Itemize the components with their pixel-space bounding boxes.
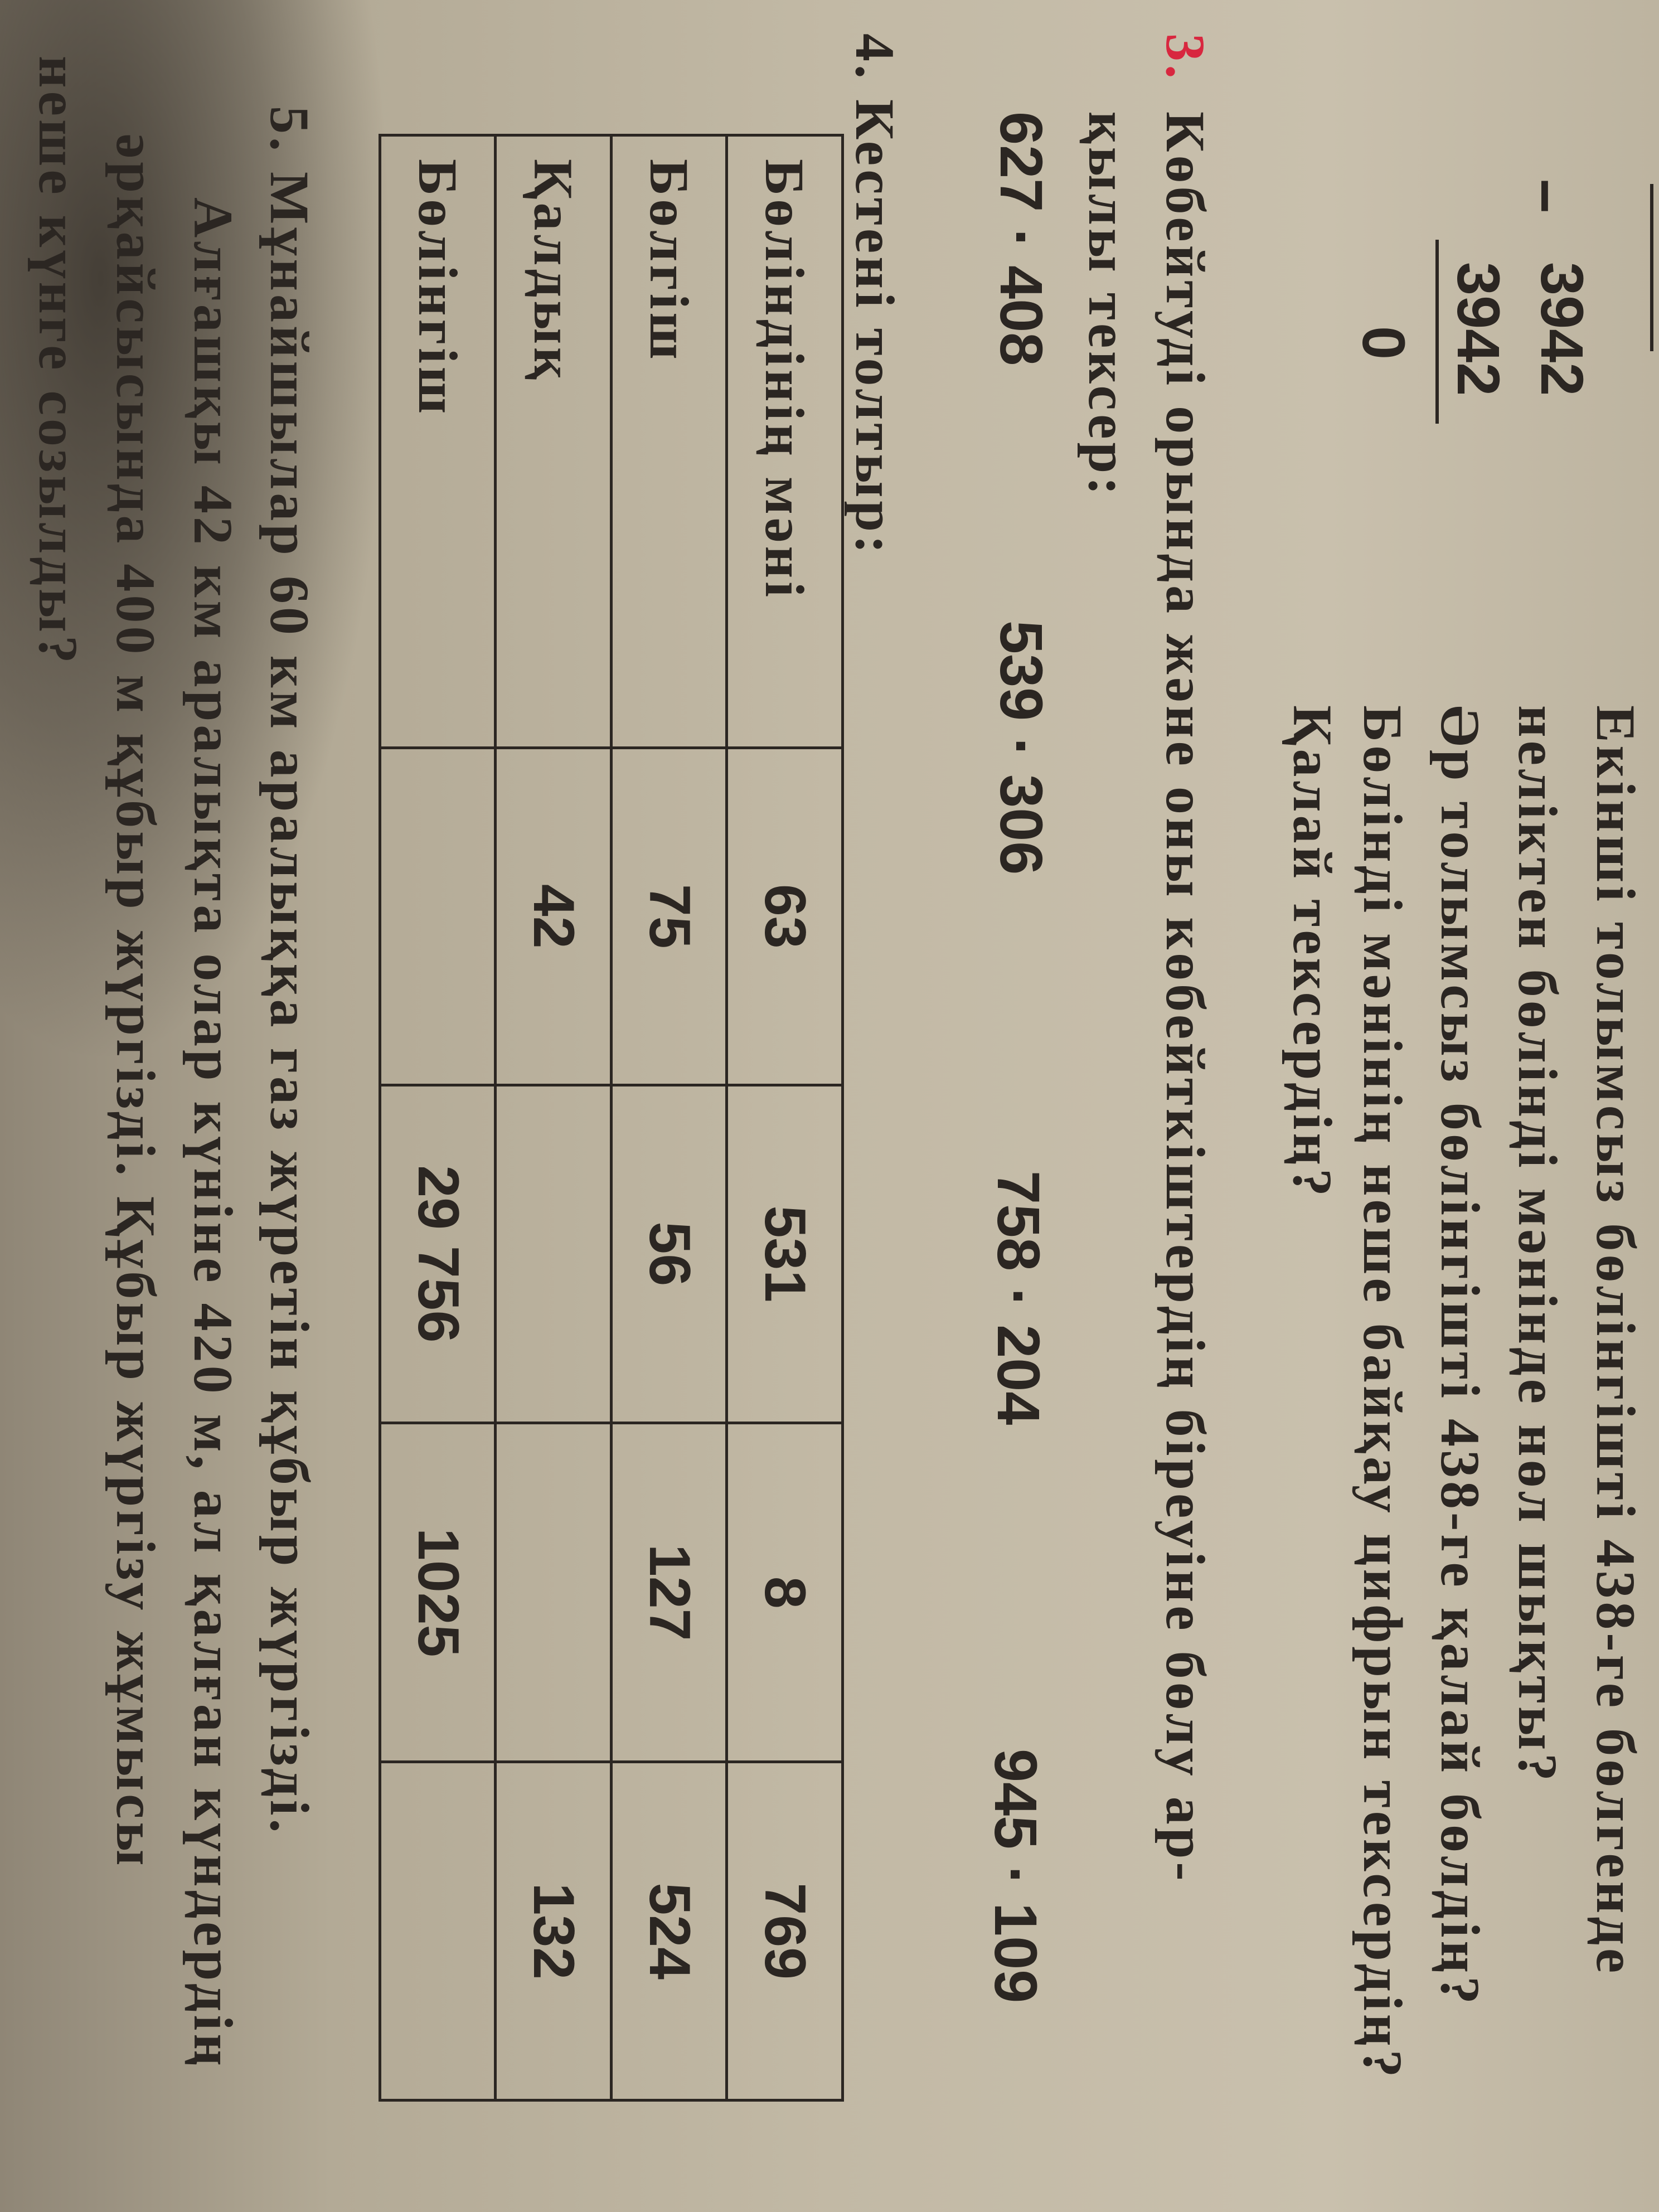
table-cell: 769	[727, 1762, 843, 2101]
intro-question: Қалай тексердің?	[1282, 705, 1343, 1200]
table-cell: 132	[496, 1762, 612, 2101]
task5-text: Алғашқы 42 км аралықта олар күніне 420 м…	[182, 197, 244, 2069]
division-top-rule	[1650, 184, 1653, 351]
table-cell	[380, 748, 496, 1085]
task3-text: қылы тексер:	[1077, 111, 1139, 499]
table-cell	[496, 1423, 612, 1762]
table-cell: 531	[727, 1085, 843, 1423]
table-cell: 1025	[380, 1423, 496, 1762]
table-cell: 29 756	[380, 1085, 496, 1423]
division-minuend: 3942	[1529, 262, 1596, 396]
intro-question: Әр толымсыз бөлінгішті 438-ге қалай бөлд…	[1429, 705, 1491, 2008]
photo-shadow	[0, 0, 502, 1171]
row-header: Бөліндінің мәні	[727, 135, 843, 748]
task3-expression: 627 · 408	[988, 111, 1055, 366]
table-cell: 127	[611, 1423, 727, 1762]
intro-question: Бөлінді мәнінің неше байқау цифрын тексе…	[1352, 705, 1414, 2081]
table-row: Бөліндінің мәні 63 531 8 769	[727, 135, 843, 2101]
table-row: Бөлінгіш 29 756 1025	[380, 135, 496, 2101]
task3-expression: 945 · 109	[982, 1749, 1050, 2004]
task3-expression: 539 · 306	[988, 620, 1055, 875]
table-row: Бөлгіш 75 56 127 524	[611, 135, 727, 2101]
intro-question: Екінші толымсыз бөлінгішті 438-ге бөлген…	[1585, 705, 1647, 1977]
division-subtrahend: 3942	[1445, 262, 1512, 396]
division-minus: −	[1512, 178, 1579, 214]
table-cell: 8	[727, 1423, 843, 1762]
task5-text: әрқайсысында 400 м құбыр жүргізді. Құбыр…	[105, 134, 167, 1869]
table-cell: 42	[496, 748, 612, 1085]
intro-question: неліктен бөлінді мәнінде нөл шықты?	[1507, 705, 1569, 1785]
table-cell: 56	[611, 1085, 727, 1423]
table-cell: 524	[611, 1762, 727, 2101]
row-header: Бөлінгіш	[380, 135, 496, 748]
task3-text: Көбейтуді орында және оны көбейткіштерді…	[1154, 111, 1216, 1884]
table-cell: 75	[611, 748, 727, 1085]
table-cell	[496, 1085, 612, 1423]
task4-title: 4. Кестені толтыр:	[844, 33, 906, 557]
table-cell	[380, 1762, 496, 2101]
row-header: Қалдық	[496, 135, 612, 748]
task5-text: неше күнге созылды?	[27, 56, 89, 667]
task3-number: 3.	[1154, 33, 1216, 82]
division-rule	[1435, 240, 1439, 424]
task5-text: 5. Мұнайшылар 60 км аралыққа газ жүретін…	[259, 106, 321, 1836]
table-cell: 63	[727, 748, 843, 1085]
task3-expression: 758 · 204	[985, 1171, 1052, 1425]
division-result: 0	[1350, 326, 1418, 360]
row-header: Бөлгіш	[611, 135, 727, 748]
task4-table: Бөліндінің мәні 63 531 8 769 Бөлгіш 75 5…	[379, 134, 844, 2102]
table-row: Қалдық 42 132	[496, 135, 612, 2101]
